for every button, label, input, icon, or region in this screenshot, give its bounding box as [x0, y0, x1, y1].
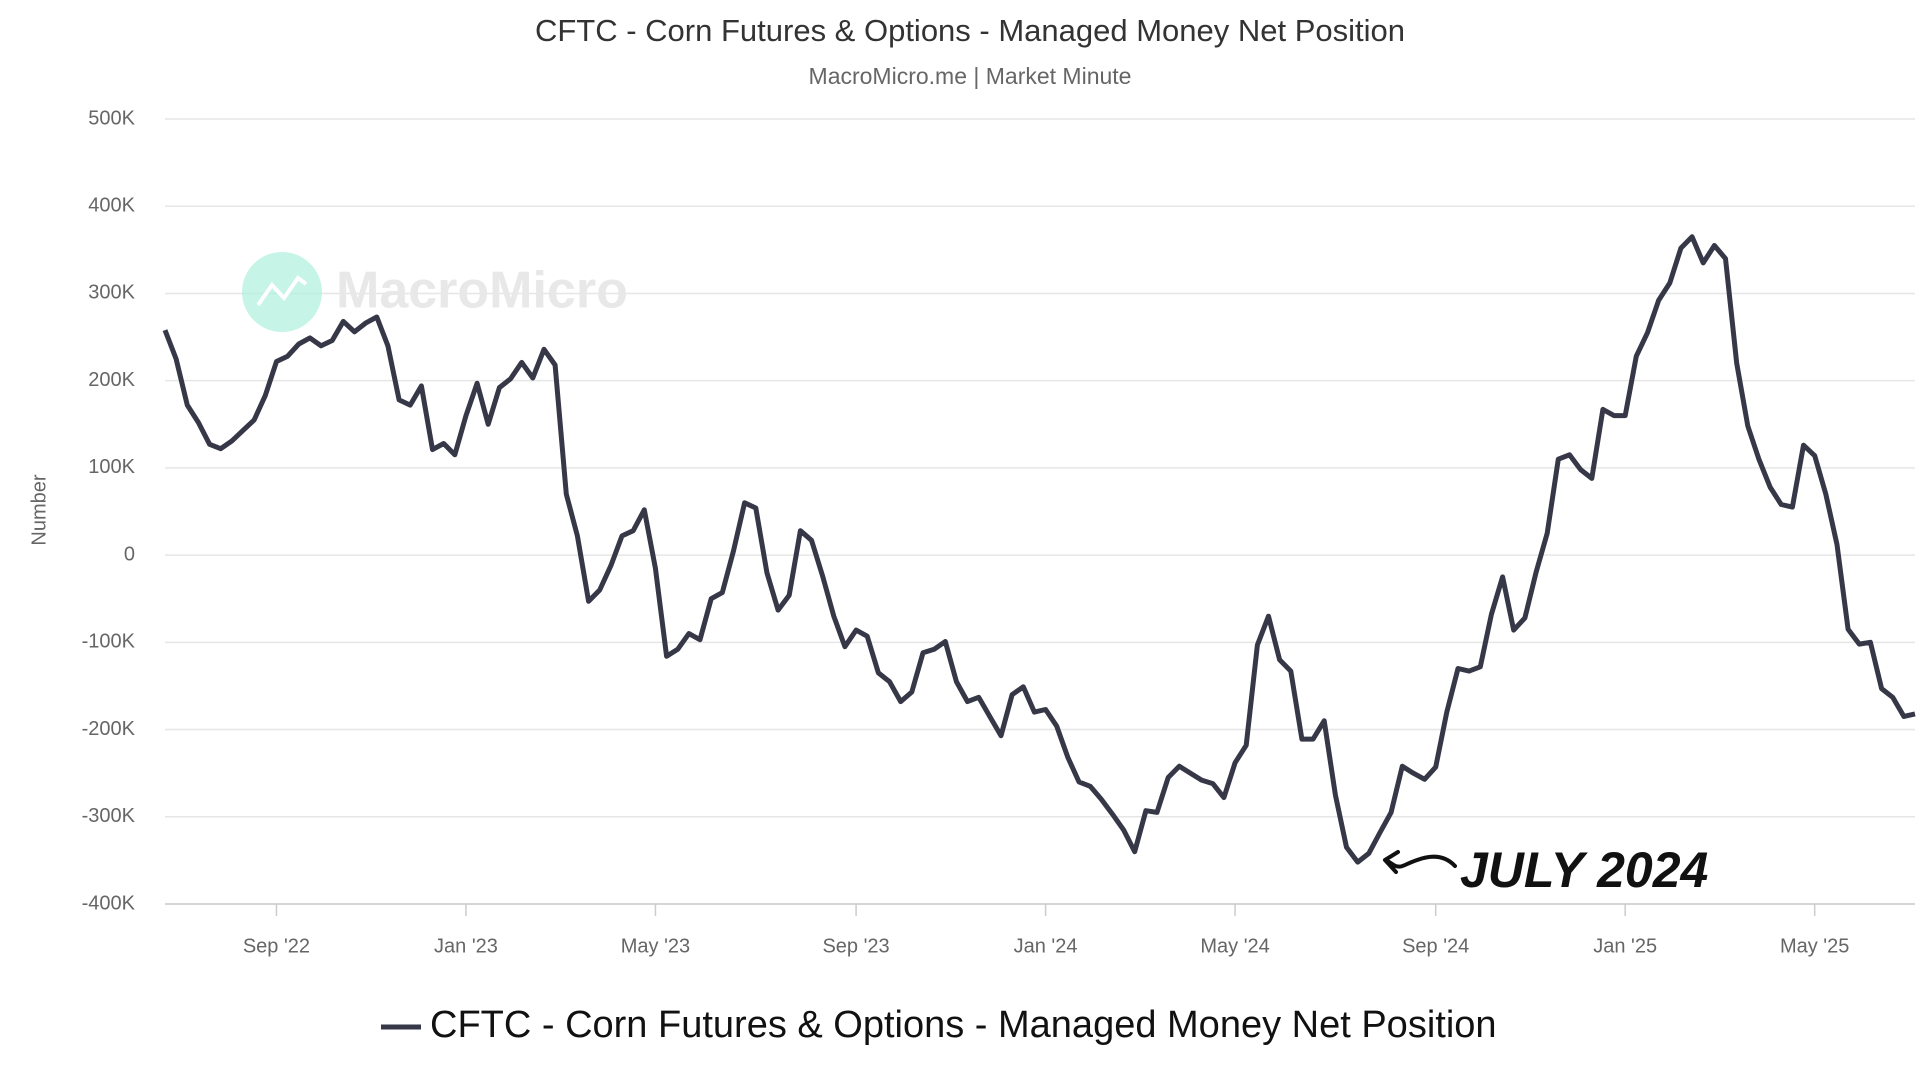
y-tick-label: -100K — [82, 631, 136, 653]
annotation-arrow — [1383, 850, 1457, 874]
chart-title: CFTC - Corn Futures & Options - Managed … — [535, 13, 1405, 48]
x-tick-label: May '25 — [1780, 935, 1849, 957]
y-tick-label: 100K — [88, 456, 135, 478]
line-series — [162, 234, 1916, 865]
watermark-logo — [242, 252, 322, 332]
x-tick-label: Jan '24 — [1014, 935, 1078, 957]
y-tick-label: -200K — [82, 718, 136, 740]
y-tick-label: 500K — [88, 107, 135, 129]
y-tick-label: 200K — [88, 369, 135, 391]
x-tick-label: Sep '22 — [243, 935, 310, 957]
chart-subtitle: MacroMicro.me | Market Minute — [809, 63, 1132, 89]
y-tick-label: 0 — [124, 543, 135, 565]
y-tick-label: -400K — [82, 892, 136, 914]
watermark-icon — [256, 275, 308, 307]
y-tick-label: 400K — [88, 195, 135, 217]
x-tick-label: May '23 — [621, 935, 690, 957]
y-tick-label: 300K — [88, 282, 135, 304]
x-tick-label: Sep '23 — [822, 935, 889, 957]
annotation: JULY 2024 — [1460, 842, 1708, 898]
x-tick-label: Jan '25 — [1593, 935, 1657, 957]
y-axis-label: Number — [28, 474, 50, 545]
x-tick-label: Sep '24 — [1402, 935, 1469, 957]
y-tick-label: -300K — [82, 805, 136, 827]
x-tick-label: May '24 — [1200, 935, 1269, 957]
watermark: MacroMicro — [336, 262, 628, 320]
legend-label: CFTC - Corn Futures & Options - Managed … — [430, 1004, 1497, 1046]
x-tick-label: Jan '23 — [434, 935, 498, 957]
